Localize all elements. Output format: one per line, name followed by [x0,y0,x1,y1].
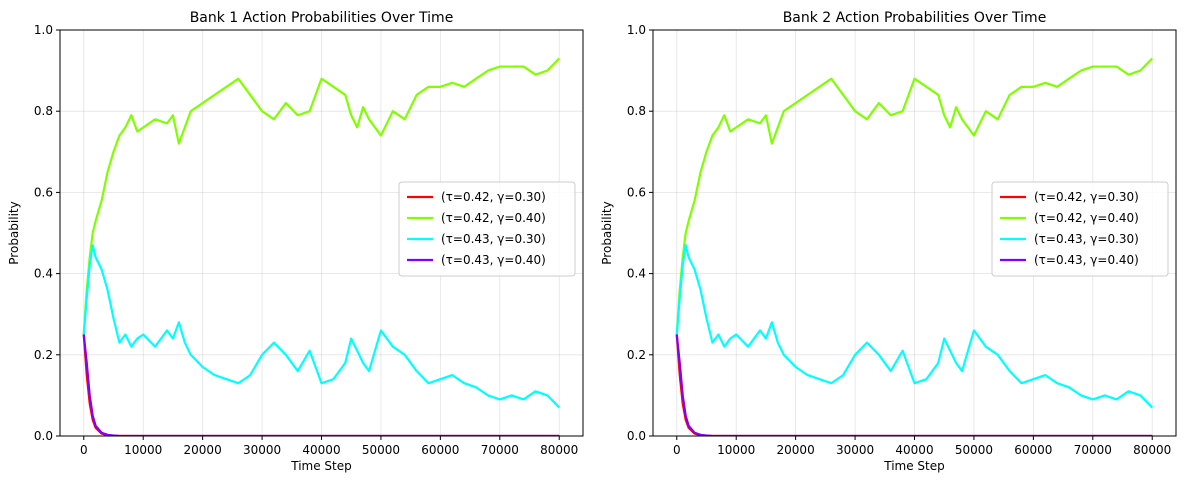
series-line-3 [82,244,561,409]
x-tick-label: 60000 [421,443,459,457]
x-tick-label: 0 [80,443,88,457]
legend-label-3: (τ=0.43, γ=0.30) [1034,232,1139,246]
x-tick-label: 10000 [124,443,162,457]
legend-label-1: (τ=0.42, γ=0.30) [441,190,546,204]
x-tick-label: 80000 [540,443,578,457]
legend-box [991,181,1169,277]
x-tick-label: 70000 [481,443,519,457]
chart-panel-1: 0 10000 20000 30000 40000 50000 60000 70000 8000… [7,10,584,473]
series-line-2 [675,57,1154,335]
legend: (τ=0.42, γ=0.30) (τ=0.42, γ=0.40) (τ=0.43,… [398,181,576,277]
x-tick-label: 80000 [1133,443,1171,457]
y-tick-label: 0.0 [627,429,646,443]
legend-box [398,181,576,277]
x-tick-label: 50000 [362,443,400,457]
x-tick-label: 0 [673,443,681,457]
series-line-2 [82,57,561,335]
y-tick-label: 0.2 [34,348,53,362]
legend-label-4: (τ=0.43, γ=0.40) [1034,253,1139,267]
x-tick-label: 40000 [302,443,340,457]
x-tick-label: 60000 [1014,443,1052,457]
chart-title: Bank 2 Action Probabilities Over Time [783,10,1047,26]
x-tick-label: 40000 [895,443,933,457]
y-tick-label: 0.4 [34,267,53,281]
x-tick-label: 20000 [777,443,815,457]
x-tick-label: 30000 [836,443,874,457]
legend-label-3: (τ=0.43, γ=0.30) [441,232,546,246]
legend-label-1: (τ=0.42, γ=0.30) [1034,190,1139,204]
y-tick-label: 0.0 [34,429,53,443]
x-tick-label: 20000 [184,443,222,457]
x-tick-label: 70000 [1074,443,1112,457]
y-tick-label: 1.0 [627,23,646,37]
x-axis-label: Time Step [883,459,945,473]
y-tick-label: 1.0 [34,23,53,37]
y-tick-label: 0.8 [627,104,646,118]
x-tick-label: 10000 [717,443,755,457]
chart-panel-2: 0 10000 20000 30000 40000 50000 60000 70000 8000… [600,10,1177,473]
legend-label-2: (τ=0.42, γ=0.40) [441,211,546,225]
x-tick-label: 50000 [955,443,993,457]
chart-title: Bank 1 Action Probabilities Over Time [190,10,454,26]
y-tick-label: 0.6 [627,185,646,199]
y-tick-label: 0.4 [627,267,646,281]
x-axis-label: Time Step [290,459,352,473]
y-axis-label: Probability [600,201,614,264]
x-tick-label: 30000 [243,443,281,457]
y-tick-label: 0.6 [34,185,53,199]
legend-label-2: (τ=0.42, γ=0.40) [1034,211,1139,225]
y-tick-label: 0.8 [34,104,53,118]
legend-label-4: (τ=0.43, γ=0.40) [441,253,546,267]
legend: (τ=0.42, γ=0.30) (τ=0.42, γ=0.40) (τ=0.43,… [991,181,1169,277]
series-line-3 [675,244,1154,409]
y-tick-label: 0.2 [627,348,646,362]
y-axis-label: Probability [7,201,21,264]
